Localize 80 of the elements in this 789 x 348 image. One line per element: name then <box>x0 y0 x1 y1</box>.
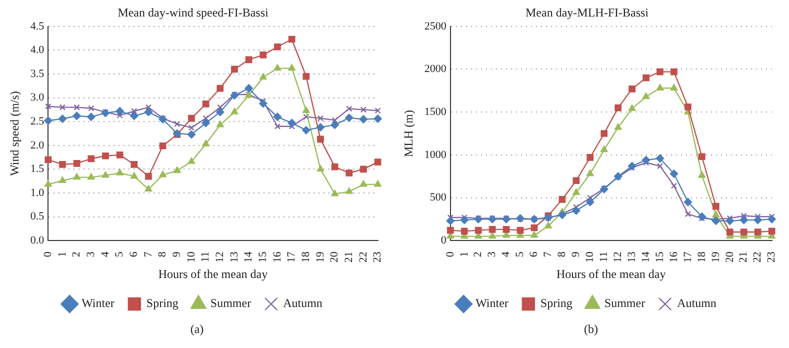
y-tick-label: 0 <box>440 234 447 246</box>
legend-label: Spring <box>540 296 572 310</box>
y-tick-label: 3.5 <box>30 68 45 80</box>
y-axis-title: Wind speed (m/s) <box>7 91 22 176</box>
x-tick-label: 20 <box>724 251 736 263</box>
x-axis-title: Hours of the mean day <box>556 266 666 281</box>
y-tick-label: 0.0 <box>30 234 45 246</box>
x-tick-label: 7 <box>142 251 154 258</box>
x-tick-label: 19 <box>314 251 326 263</box>
y-tick-label: 1.0 <box>30 186 45 199</box>
y-tick-label: 1000 <box>424 148 447 161</box>
x-tick-label: 9 <box>171 251 184 258</box>
y-tick-label: 2.0 <box>30 139 45 152</box>
y-axis-title: MLH (m) <box>401 110 416 157</box>
legend-label: Spring <box>146 296 178 310</box>
x-tick-label: 17 <box>682 251 694 263</box>
x-tick-label: 13 <box>228 251 240 263</box>
x-tick-label: 8 <box>156 251 169 258</box>
chart-title: Mean day-wind speed-FI-Bassi <box>118 5 269 20</box>
legend-label: Summer <box>210 296 252 310</box>
x-tick-label: 10 <box>185 251 198 263</box>
x-tick-label: 0 <box>444 251 456 258</box>
x-tick-label: 14 <box>242 251 255 263</box>
x-tick-label: 22 <box>357 252 370 263</box>
text: (a) <box>189 322 205 337</box>
y-tick-label: 1.5 <box>30 163 45 176</box>
x-tick-label: 1 <box>56 252 68 258</box>
x-tick-label: 23 <box>372 251 384 263</box>
y-tick-label: 4.0 <box>30 44 45 56</box>
legend-label: Summer <box>604 296 646 310</box>
y-tick-label: 3.0 <box>30 92 45 104</box>
chart-title: Mean day-MLH-FI-Bassi <box>526 5 650 20</box>
legend-label: Autumn <box>677 296 716 310</box>
x-tick-label: 16 <box>668 251 680 263</box>
x-tick-label: 17 <box>286 251 298 263</box>
x-tick-label: 12 <box>214 252 226 263</box>
x-tick-label: 16 <box>271 251 284 263</box>
x-tick-label: 12 <box>612 252 624 263</box>
x-tick-label: 23 <box>766 251 778 263</box>
x-tick-label: 3 <box>486 251 498 258</box>
x-tick-label: 13 <box>626 251 638 263</box>
x-tick-label: 18 <box>696 251 708 263</box>
x-tick-label: 4 <box>500 251 512 258</box>
x-axis-title: Hours of the mean day <box>158 266 268 281</box>
x-tick-label: 22 <box>752 252 764 263</box>
y-tick-label: 2000 <box>424 63 447 76</box>
x-tick-label: 18 <box>300 251 312 263</box>
y-tick-label: 2.5 <box>30 115 45 128</box>
x-tick-label: 10 <box>584 251 596 263</box>
y-tick-label: 0.5 <box>30 210 45 223</box>
x-tick-label: 2 <box>472 252 484 258</box>
x-tick-label: 11 <box>200 252 212 262</box>
x-tick-label: 6 <box>128 251 140 258</box>
text: (b) <box>583 322 599 337</box>
x-tick-label: 7 <box>542 251 554 258</box>
x-tick-label: 11 <box>598 252 610 262</box>
x-tick-label: 21 <box>343 252 356 263</box>
x-tick-label: 1 <box>458 252 470 258</box>
x-tick-label: 15 <box>257 251 270 263</box>
y-tick-label: 4.5 <box>30 20 45 32</box>
x-tick-label: 15 <box>654 251 666 263</box>
x-tick-label: 20 <box>328 251 341 263</box>
x-tick-label: 4 <box>99 251 112 258</box>
x-tick-label: 19 <box>710 251 722 263</box>
x-tick-label: 14 <box>640 251 652 263</box>
x-tick-label: 3 <box>85 251 98 258</box>
x-tick-label: 5 <box>114 251 126 258</box>
x-tick-label: 2 <box>70 252 83 258</box>
y-tick-label: 2500 <box>424 20 447 32</box>
x-tick-label: 5 <box>514 251 526 258</box>
legend-label: Autumn <box>283 296 322 310</box>
x-tick-label: 8 <box>556 251 568 258</box>
x-tick-label: 0 <box>42 251 54 258</box>
x-tick-label: 9 <box>570 251 582 258</box>
y-tick-label: 500 <box>430 192 447 204</box>
legend-label: Winter <box>476 296 508 310</box>
x-tick-label: 21 <box>738 252 750 263</box>
x-tick-label: 6 <box>528 251 540 258</box>
legend-label: Winter <box>82 296 114 310</box>
y-tick-label: 1500 <box>424 106 447 118</box>
